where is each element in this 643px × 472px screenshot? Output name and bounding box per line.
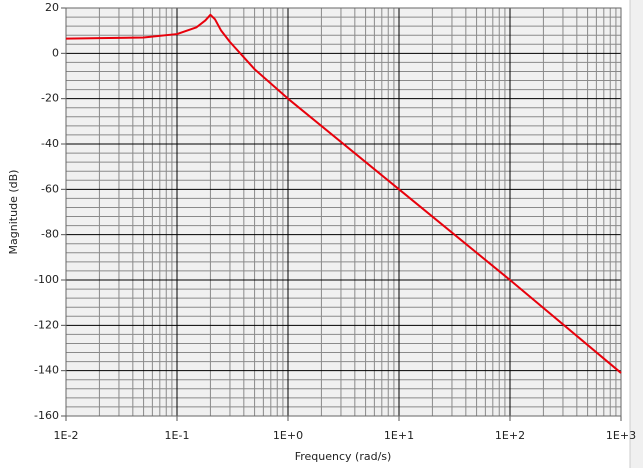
y-tick-label: -40 [41,137,59,150]
y-tick-label: -140 [34,364,59,377]
data-line [65,13,622,374]
plot-border [65,7,622,417]
x-tick-label: 1E+2 [495,429,525,442]
y-tick-label: 0 [52,46,59,59]
y-tick-label: 20 [45,1,59,14]
y-axis-label: Magnitude (dB) [7,170,20,255]
x-tick-label: 1E+0 [273,429,303,442]
y-tick-label: -80 [41,228,59,241]
y-tick-label: -20 [41,92,59,105]
x-tick-label: 1E+1 [384,429,414,442]
y-tick-label: -120 [34,318,59,331]
x-tick-label: 1E-1 [165,429,190,442]
plot-area [66,8,621,416]
x-tick-label: 1E+3 [606,429,636,442]
y-tick-label: -60 [41,182,59,195]
x-axis-label: Frequency (rad/s) [295,450,392,463]
grid [61,7,622,421]
x-tick-label: 1E-2 [54,429,79,442]
marks [65,13,622,374]
y-tick-label: -100 [34,273,59,286]
scrollbar [630,0,643,468]
y-tick-label: -160 [34,409,59,422]
